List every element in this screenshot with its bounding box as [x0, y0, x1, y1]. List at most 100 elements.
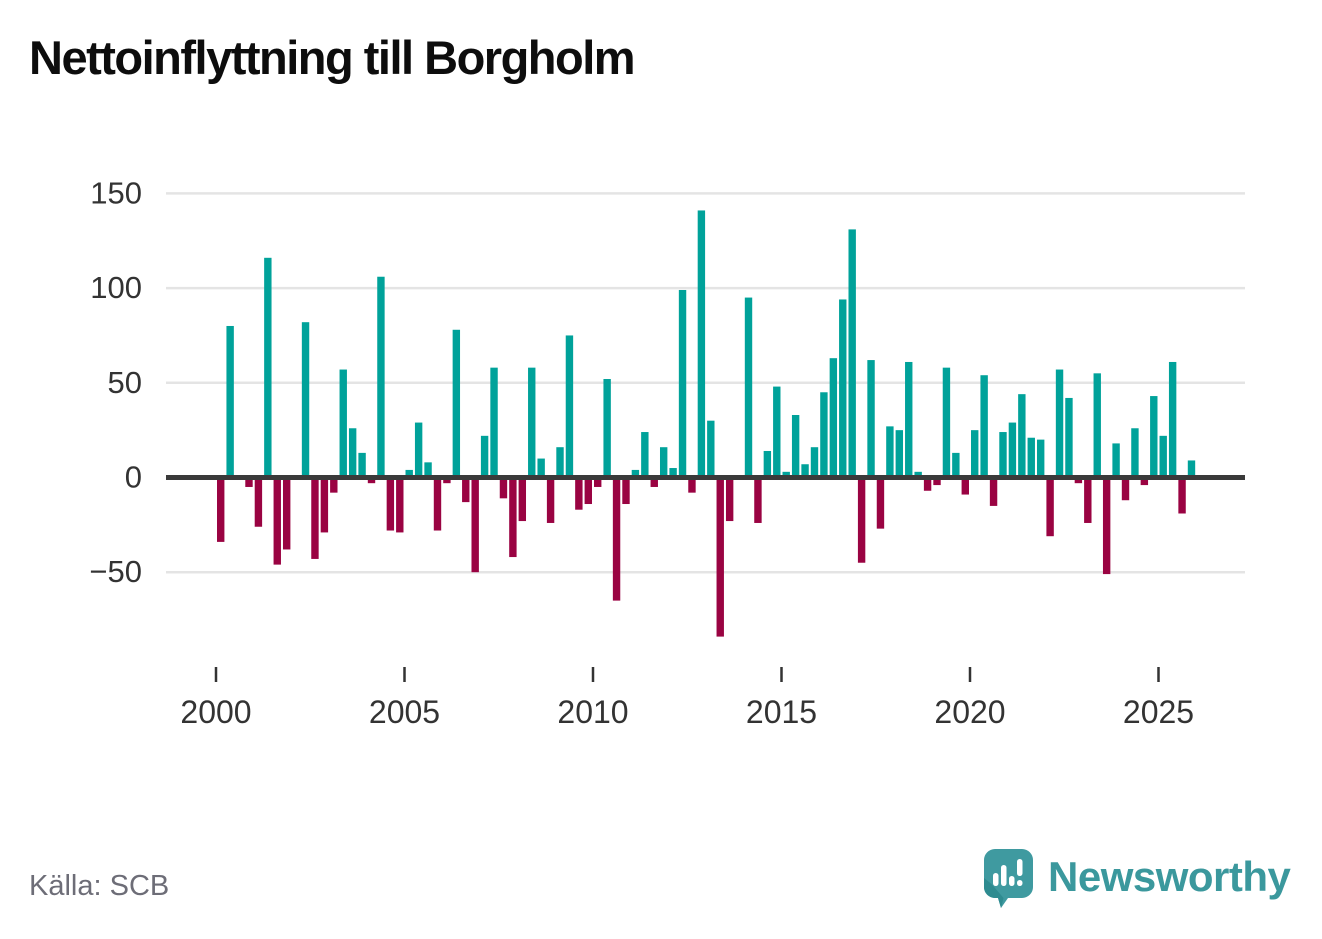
x-tick-label: 2005 [369, 694, 440, 730]
bar [565, 335, 574, 478]
chart-title: Nettoinflyttning till Borgholm [29, 31, 636, 84]
bar [339, 369, 347, 478]
bar [594, 477, 602, 487]
y-tick-label: 50 [108, 365, 142, 400]
bar [1140, 477, 1149, 486]
bar [584, 477, 592, 505]
x-tick-label: 2025 [1123, 694, 1194, 730]
bar [659, 447, 668, 478]
bar [829, 358, 838, 478]
bar [895, 430, 904, 478]
bar [546, 477, 555, 523]
bar [1159, 435, 1167, 478]
bar [631, 469, 640, 478]
bar [782, 471, 790, 478]
bar [433, 477, 442, 531]
bar [330, 477, 338, 493]
bar [905, 361, 913, 478]
bar [914, 471, 922, 478]
bar [518, 477, 527, 522]
bar [980, 375, 988, 478]
bar [820, 392, 828, 478]
bar [867, 360, 875, 478]
bar [923, 477, 932, 491]
bar [254, 477, 263, 527]
bar [452, 329, 461, 478]
bar [933, 477, 941, 486]
bar [509, 477, 517, 558]
bar [725, 477, 734, 522]
bar [754, 477, 762, 523]
bar [801, 464, 809, 478]
bar [480, 435, 489, 478]
bar [1027, 437, 1035, 478]
bar [443, 477, 451, 484]
bar [1055, 369, 1064, 478]
bar [961, 477, 969, 495]
bar [952, 452, 960, 478]
newsworthy-icon [984, 849, 1033, 908]
bar [377, 276, 385, 478]
bar [245, 477, 253, 487]
x-tick-label: 2015 [746, 694, 817, 730]
y-tick-label: 0 [125, 460, 142, 495]
bar [669, 468, 677, 478]
bar [1036, 439, 1045, 478]
bar [876, 477, 885, 529]
bar [556, 447, 564, 478]
bar [537, 458, 545, 478]
bar [650, 477, 658, 487]
y-tick-label: 100 [90, 270, 142, 305]
bar [462, 477, 470, 503]
y-tick-label: −50 [89, 554, 142, 589]
bar [386, 477, 395, 531]
bar [971, 430, 979, 478]
x-tick-label: 2020 [934, 694, 1005, 730]
newsworthy-wordmark: Newsworthy [1048, 853, 1291, 900]
bar [1008, 422, 1017, 478]
bar [744, 297, 753, 478]
bar [641, 432, 649, 478]
bar [688, 477, 696, 493]
bar [1046, 477, 1054, 537]
bar [575, 477, 583, 510]
bar [264, 257, 272, 478]
bar [471, 477, 479, 573]
bar [1187, 460, 1196, 478]
bar [697, 210, 706, 478]
source-label: Källa: SCB [29, 870, 170, 902]
newsworthy-logo: Newsworthy [982, 848, 1291, 910]
bar [320, 477, 329, 533]
y-tick-label: 150 [90, 175, 142, 210]
bar [1102, 477, 1111, 575]
bar [773, 386, 781, 478]
bar [1084, 477, 1092, 523]
bar [612, 477, 621, 601]
bar [490, 367, 498, 478]
bar [405, 469, 413, 478]
bar [1178, 477, 1186, 514]
bar [1018, 394, 1026, 478]
bar [358, 452, 366, 478]
bar [989, 477, 998, 506]
bar [226, 325, 234, 478]
bar [1112, 443, 1120, 478]
bar [678, 289, 687, 478]
bar [1074, 477, 1083, 484]
bar [707, 420, 715, 478]
bar [1121, 477, 1130, 501]
bar [282, 477, 291, 550]
bar [857, 477, 866, 563]
bar [848, 229, 856, 478]
bar-chart: 150 100 50 0 −50 2000 2005 2010 2015 2020 2025 [89, 175, 1245, 730]
bar [999, 432, 1007, 478]
bar [424, 462, 432, 478]
bar [1150, 396, 1158, 478]
bar [528, 367, 536, 478]
bar [217, 477, 225, 542]
bar [622, 477, 630, 505]
bar [942, 367, 951, 478]
bar [1093, 373, 1101, 478]
bar [791, 415, 800, 478]
bar [273, 477, 281, 565]
